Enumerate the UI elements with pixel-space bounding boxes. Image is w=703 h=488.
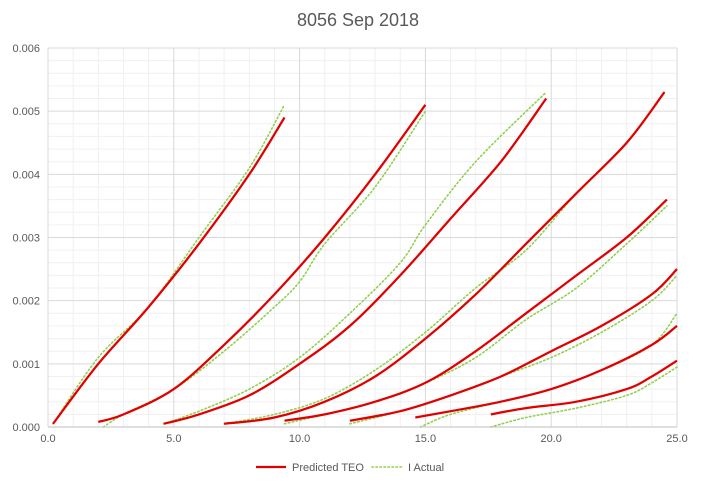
x-tick-label: 0.0 bbox=[40, 433, 55, 445]
series-line-predicted-teo bbox=[163, 97, 548, 425]
series-line-predicted-teo bbox=[97, 104, 427, 423]
series-line-i-actual bbox=[162, 91, 547, 425]
plot-area bbox=[52, 91, 678, 428]
x-tick-label: 15.0 bbox=[415, 433, 436, 445]
series-line-predicted-teo bbox=[284, 198, 668, 422]
series-line-predicted-teo bbox=[349, 268, 678, 422]
x-tick-label: 10.0 bbox=[289, 433, 310, 445]
legend-item-i-actual: I Actual bbox=[371, 462, 444, 474]
y-tick-label: 0.005 bbox=[12, 106, 40, 118]
y-tick-label: 0.004 bbox=[12, 169, 40, 181]
series-line-i-actual bbox=[490, 366, 678, 428]
y-tick-label: 0.000 bbox=[12, 422, 40, 434]
series-line-predicted-teo bbox=[223, 91, 666, 425]
y-tick-label: 0.003 bbox=[12, 233, 40, 245]
x-tick-label: 25.0 bbox=[666, 433, 687, 445]
y-tick-label: 0.006 bbox=[12, 43, 40, 55]
legend-label: I Actual bbox=[408, 462, 444, 474]
grid bbox=[47, 47, 678, 428]
axes: 0.0 5.0 10.0 15.0 20.0 25.0 0.000 0.001 0.002 0.0… bbox=[12, 43, 687, 445]
legend-label: Predicted TEO bbox=[292, 462, 364, 474]
series-line-i-actual bbox=[102, 110, 427, 428]
series-line-i-actual bbox=[52, 104, 286, 425]
series-line-predicted-teo bbox=[490, 359, 678, 416]
series-line-predicted-teo bbox=[52, 116, 286, 425]
x-tick-label: 20.0 bbox=[540, 433, 561, 445]
legend: Predicted TEO I Actual bbox=[256, 462, 444, 474]
chart-title: 8056 Sep 2018 bbox=[297, 10, 419, 30]
x-tick-label: 5.0 bbox=[166, 433, 181, 445]
legend-item-predicted-teo: Predicted TEO bbox=[256, 462, 364, 474]
series-line-predicted-teo bbox=[415, 325, 678, 419]
y-tick-label: 0.001 bbox=[12, 359, 40, 371]
y-tick-label: 0.002 bbox=[12, 296, 40, 308]
